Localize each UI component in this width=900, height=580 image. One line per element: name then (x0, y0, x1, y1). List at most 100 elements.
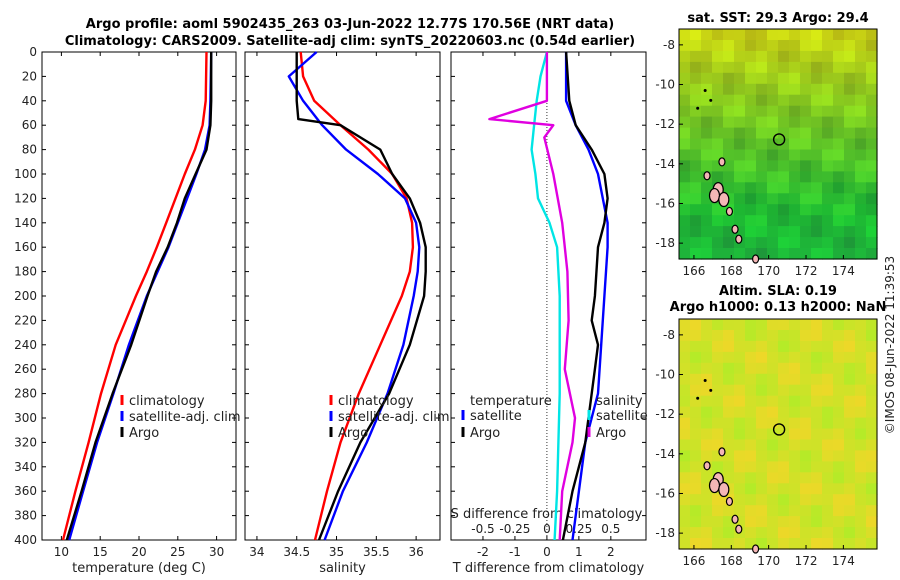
map-cell (712, 527, 724, 539)
map-cell (789, 439, 801, 452)
temperature-xtick-label: 25 (170, 545, 185, 559)
salinity-panel: 34 34.5 35 35.5 36 salinity climatologysatelli… (244, 51, 450, 576)
map-cell (822, 472, 834, 484)
map-cell (778, 204, 790, 216)
map-cell (800, 472, 812, 484)
map-cell (833, 351, 845, 364)
map-lon-tick-label: 174 (832, 554, 855, 568)
map-lon-tick-label: 172 (795, 554, 818, 568)
map-cell (822, 40, 834, 52)
salinity-axes-box (244, 51, 441, 541)
map-cell (811, 105, 823, 118)
map-cell (756, 472, 768, 484)
map-cell (844, 193, 856, 205)
map-cell (745, 204, 757, 216)
map-cell (822, 384, 834, 397)
map-cell (844, 105, 856, 118)
map-cell (789, 149, 801, 162)
depth-tick-label: 180 (14, 265, 37, 279)
map-cell (800, 340, 812, 353)
map-cell (723, 461, 735, 473)
map-cell (866, 527, 878, 539)
map-cell (800, 439, 812, 452)
map-cell (822, 538, 834, 550)
map-cell (778, 105, 790, 118)
map-cell (800, 362, 812, 375)
map-cell (723, 319, 735, 331)
map-cell (690, 351, 702, 364)
map-cell (745, 193, 757, 205)
map-lat-tick-label: -10 (655, 78, 675, 92)
map-cell (844, 72, 856, 85)
map-cell (855, 472, 867, 484)
map-cell (767, 215, 779, 227)
map-cell (756, 330, 768, 342)
map-cell (734, 204, 746, 216)
temperature-xtick-label: 10 (54, 545, 69, 559)
argo-position-marker (772, 133, 786, 146)
map-cell (866, 127, 878, 140)
map-cell (800, 138, 812, 151)
map-cell (789, 450, 801, 462)
map-cell (701, 182, 713, 194)
map-cell (756, 237, 768, 249)
map-cell (767, 527, 779, 539)
map-cell (745, 330, 757, 342)
map-cell (679, 330, 691, 342)
map-cell (789, 61, 801, 74)
map-cell (679, 384, 691, 397)
map-cell (833, 406, 845, 419)
map-cell (690, 472, 702, 484)
island-shape (708, 187, 721, 204)
map-cell (734, 94, 746, 107)
map-cell (756, 149, 768, 162)
map-cell (866, 483, 878, 495)
map-cell (745, 83, 757, 96)
island-shape (725, 206, 734, 217)
map-cell (833, 138, 845, 151)
map-cell (690, 149, 702, 162)
map-cell (833, 319, 845, 331)
map-cell (789, 428, 801, 441)
map-cell (745, 472, 757, 484)
map-cell (778, 395, 790, 408)
map-cell (679, 116, 691, 129)
map-cell (734, 50, 746, 63)
island-dot (696, 396, 700, 400)
map-cell (811, 237, 823, 249)
map-cell (690, 505, 702, 517)
map-cell (855, 160, 867, 172)
map-cell (756, 171, 768, 183)
map-cell (811, 138, 823, 151)
map-cell (701, 149, 713, 162)
map-cell (789, 483, 801, 495)
map-cell (866, 373, 878, 386)
map-cell (723, 472, 735, 484)
map-cell (811, 330, 823, 342)
map-cell (789, 226, 801, 238)
map-cell (690, 72, 702, 85)
map-cell (778, 127, 790, 140)
map-cell (789, 105, 801, 118)
map-lat-tick-label: -8 (663, 328, 675, 342)
map-cell (745, 171, 757, 183)
map-cell (855, 319, 867, 331)
map-cell (866, 40, 878, 52)
difference-xtick-label: 0 (543, 545, 551, 559)
map-cell (723, 406, 735, 419)
map-cell (745, 527, 757, 539)
map-cell (723, 127, 735, 140)
map-cell (811, 483, 823, 495)
map-cell (745, 450, 757, 462)
map-cell (679, 494, 691, 506)
map-cell (778, 373, 790, 386)
map-cell (789, 204, 801, 216)
map-cell (789, 171, 801, 183)
map-cell (800, 61, 812, 74)
map-cell (767, 50, 779, 63)
map-cell (712, 149, 724, 162)
map-cell (855, 439, 867, 452)
map-cell (701, 40, 713, 52)
map-frame (678, 318, 878, 550)
map-cell (690, 373, 702, 386)
